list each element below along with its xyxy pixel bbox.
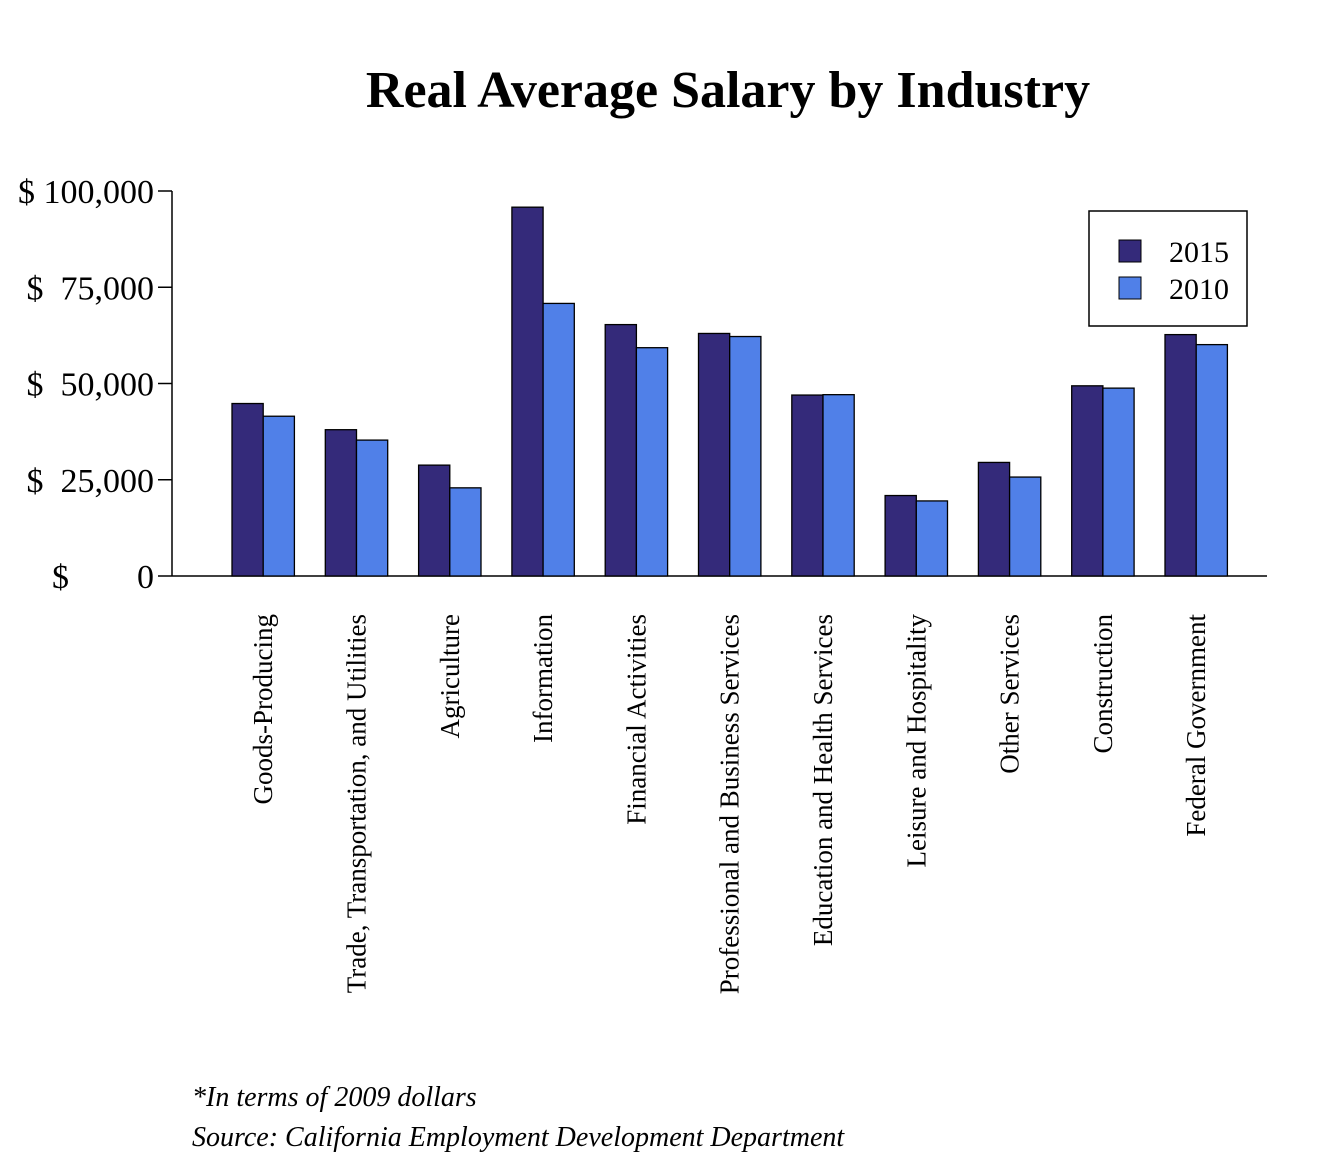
x-category-label: Leisure and Hospitality	[901, 614, 931, 868]
bar-2015	[231, 402, 264, 577]
bar-2015	[511, 206, 544, 577]
footnote-dollars: *In terms of 2009 dollars	[192, 1082, 477, 1113]
x-category-label: Education and Health Services	[808, 614, 838, 946]
x-axis-labels: Goods-Producing Trade, Transportation, an…	[248, 614, 1211, 995]
bar-2015	[604, 323, 638, 577]
legend-swatch-2010	[1118, 276, 1142, 300]
bar-2015	[697, 332, 731, 577]
bar-2015	[1164, 333, 1197, 577]
bar-2010	[915, 500, 949, 577]
bar-2015	[977, 461, 1011, 577]
legend-box	[1088, 210, 1248, 327]
bar-2015	[417, 464, 451, 577]
bar-2010	[729, 335, 762, 577]
x-category-label: Construction	[1088, 614, 1118, 754]
x-category-label: Trade, Transportation, and Utilities	[342, 614, 372, 993]
x-category-label: Professional and Business Services	[715, 614, 745, 994]
bar-2015	[791, 394, 824, 577]
bar-2010	[1195, 343, 1229, 577]
x-category-label: Goods-Producing	[248, 614, 278, 805]
bar-2010	[355, 439, 389, 577]
x-category-label: Financial Activities	[621, 614, 651, 825]
bar-2010	[1008, 476, 1042, 577]
y-tick-label: $ 75,000	[27, 270, 155, 307]
y-tick-label: $ 100,000	[18, 174, 154, 211]
legend-label-2015: 2015	[1169, 236, 1229, 269]
bar-2010	[635, 347, 669, 577]
x-category-label: Agriculture	[435, 614, 465, 738]
y-tick-label: $ 25,000	[27, 463, 155, 500]
y-tick-label: $ 50,000	[27, 367, 155, 404]
bar-2010	[449, 487, 482, 577]
footnote-source: Source: California Employment Developmen…	[192, 1122, 845, 1152]
x-category-label: Other Services	[995, 614, 1025, 774]
bar-2015	[324, 429, 358, 577]
chart-title: Real Average Salary by Industry	[366, 62, 1090, 119]
bar-2010	[262, 415, 296, 577]
bar-2015	[884, 494, 917, 577]
legend-swatch-2015	[1118, 239, 1142, 263]
bar-2010	[822, 394, 855, 577]
bar-2010	[1102, 387, 1135, 577]
bar-2015	[1071, 385, 1104, 577]
bar-2010	[542, 302, 575, 577]
legend: 2015 2010	[1088, 210, 1248, 327]
bars	[231, 206, 1229, 577]
y-tick-label: $ 0	[52, 559, 154, 596]
legend-label-2010: 2010	[1169, 273, 1229, 306]
x-category-label: Federal Government	[1181, 614, 1211, 837]
x-category-label: Information	[528, 614, 558, 743]
